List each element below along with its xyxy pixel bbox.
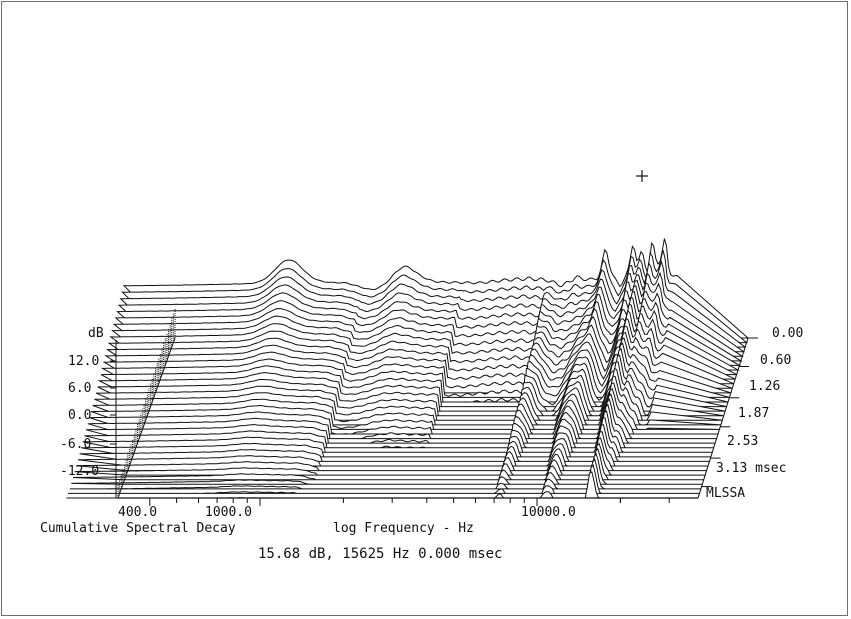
- chart-title: Cumulative Spectral Decay: [40, 521, 236, 536]
- x-tick-label: 10000.0: [521, 505, 576, 520]
- time-tick-label: 1.26: [749, 379, 780, 394]
- decay-slice: [74, 442, 706, 476]
- cursor-readout: 15.68 dB, 15625 Hz 0.000 msec: [258, 546, 502, 562]
- brand-label: MLSSA: [706, 486, 745, 501]
- x-axis-label: log Frequency - Hz: [333, 521, 474, 536]
- decay-slice: [76, 437, 707, 472]
- left-edge: [117, 337, 176, 499]
- x-tick-label: 1000.0: [205, 505, 252, 520]
- decay-slice: [77, 431, 708, 467]
- decay-slices: [66, 238, 750, 499]
- time-axis-line: [697, 337, 749, 499]
- decay-slice: [69, 458, 701, 490]
- decay-slice: [79, 424, 710, 462]
- time-tick-label: 0.60: [760, 353, 791, 368]
- decay-slice: [72, 447, 704, 481]
- time-tick-label: 2.53: [727, 434, 758, 449]
- time-tick-label: 0.00: [772, 326, 803, 341]
- side-face-hatching: [117, 308, 176, 499]
- y-axis-label: dB: [88, 326, 104, 341]
- y-tick-label: 12.0: [68, 354, 99, 369]
- decay-slice: [68, 464, 700, 494]
- x-tick-label: 400.0: [118, 505, 157, 520]
- time-tick-label: 1.87: [738, 406, 769, 421]
- axes: [110, 170, 758, 506]
- y-tick-label: -12.0: [60, 464, 99, 479]
- y-tick-label: 6.0: [68, 381, 91, 396]
- decay-slice: [71, 452, 703, 485]
- time-tick-label: 3.13 msec: [716, 461, 786, 476]
- decay-slice: [81, 417, 711, 458]
- y-tick-label: -6.0: [60, 437, 91, 452]
- y-tick-label: 0.0: [68, 408, 91, 423]
